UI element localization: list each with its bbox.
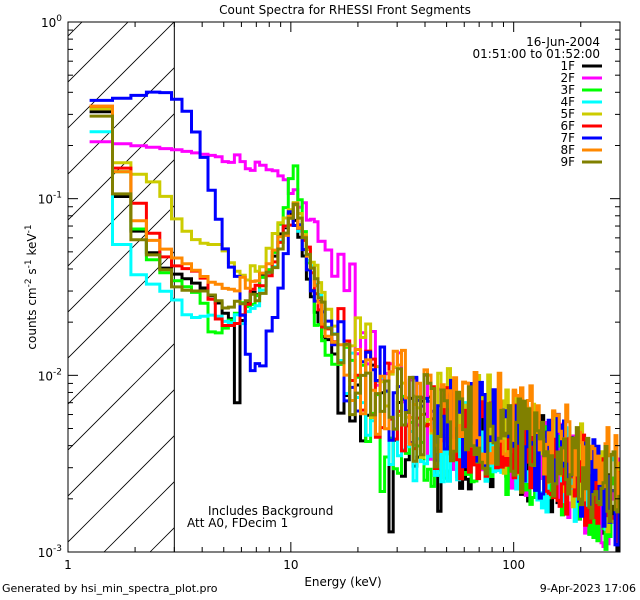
hatch-line — [68, 22, 129, 83]
plot-border — [67, 21, 621, 553]
legend-label-9F: 9F — [560, 155, 575, 169]
y-tick-label: 10-3 — [38, 544, 62, 560]
legend-label-3F: 3F — [560, 83, 575, 97]
annotation-attenuator: Att A0, FDecim 1 — [187, 516, 288, 530]
footer-timestamp: 9-Apr-2023 17:06 — [539, 582, 636, 595]
legend-label-5F: 5F — [560, 107, 575, 121]
plot-frame: 1 10 100 100 10-1 10-2 10-3 — [38, 14, 621, 572]
x-tick-label: 1 — [64, 558, 72, 572]
legend-label-8F: 8F — [560, 143, 575, 157]
y-axis-label: counts cm-2 s-1 keV-1 — [24, 224, 39, 349]
chart-title: Count Spectra for RHESSI Front Segments — [219, 3, 471, 17]
legend-label-1F: 1F — [560, 59, 575, 73]
series-9F — [89, 114, 621, 523]
legend-label-6F: 6F — [560, 119, 575, 133]
annotation-background: Includes Background — [208, 504, 333, 518]
hatch-line — [68, 113, 175, 221]
legend-label-7F: 7F — [560, 131, 575, 145]
legend-label-2F: 2F — [560, 71, 575, 85]
hatch-line — [68, 343, 175, 451]
series-group — [89, 90, 621, 552]
x-tick-label: 10 — [283, 558, 298, 572]
footer-generated-by: Generated by hsi_min_spectra_plot.pro — [2, 582, 218, 595]
legend-label-4F: 4F — [560, 95, 575, 109]
x-axis-label: Energy (keV) — [304, 575, 381, 589]
y-tick-label: 100 — [41, 14, 62, 30]
hatch-line — [68, 389, 175, 497]
legend-time-range: 01:51:00 to 01:52:00 — [473, 47, 600, 61]
hatch-line — [0, 0, 114, 552]
x-tick-label: 100 — [502, 558, 525, 572]
y-tick-label: 10-1 — [38, 191, 62, 207]
y-tick-label: 10-2 — [38, 367, 62, 383]
legend-date: 16-Jun-2004 — [526, 35, 600, 49]
